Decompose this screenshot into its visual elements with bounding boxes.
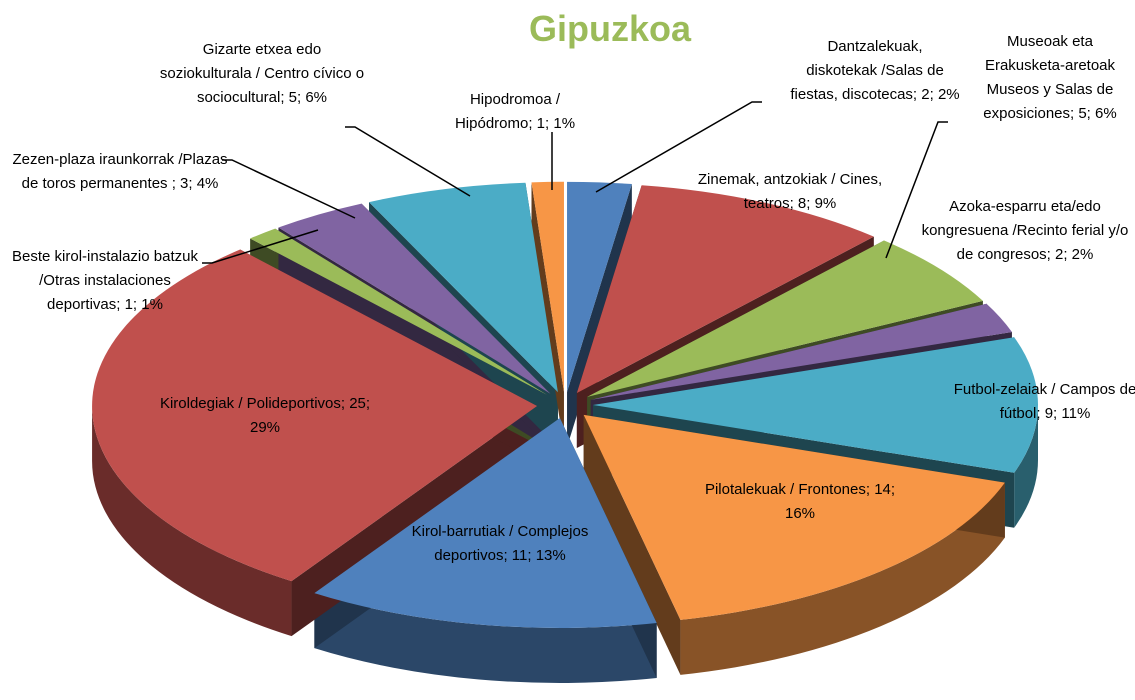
slice xyxy=(314,417,657,628)
slice-side xyxy=(680,482,1005,675)
slice xyxy=(278,203,551,394)
slice-tops xyxy=(92,181,1038,628)
slice-label: Beste kirol-instalazio batzuk /Otras ins… xyxy=(12,248,198,313)
slice xyxy=(92,249,538,582)
slice-label: Zinemak, antzokiak / Cines, teatros; 8; … xyxy=(697,171,883,212)
slice xyxy=(587,240,983,397)
chart-title: Gipuzkoa xyxy=(528,8,692,49)
slice xyxy=(593,337,1038,473)
slice xyxy=(590,303,1012,400)
slice-label: Zezen-plaza iraunkorrak /Plazas de toros… xyxy=(12,151,228,192)
leader-lines xyxy=(202,101,948,264)
slice xyxy=(583,414,1005,620)
slice xyxy=(576,185,874,394)
leader-line xyxy=(595,101,762,193)
leader-line xyxy=(345,126,471,197)
slice xyxy=(531,181,564,392)
leader-line xyxy=(222,159,356,219)
slice-label: Dantzalekuak, diskotekak /Salas de fiest… xyxy=(790,38,960,103)
slice xyxy=(369,182,558,393)
slice-label: Gizarte etxea edo soziokulturala / Centr… xyxy=(159,41,365,106)
leader-line xyxy=(202,229,319,264)
slice-label: Kiroldegiak / Polideportivos; 25; 29% xyxy=(159,395,371,436)
slice-label: Museoak eta Erakusketa-aretoak Museos y … xyxy=(983,33,1117,122)
slice xyxy=(250,228,548,395)
slice-label: Hipodromoa / Hipódromo; 1; 1% xyxy=(454,91,576,132)
slice xyxy=(567,181,632,392)
slice-label: Futbol-zelaiak / Campos de fútbol; 9; 11… xyxy=(953,381,1135,422)
leader-line xyxy=(885,121,948,259)
slice-side xyxy=(1014,405,1038,528)
slice-label: Azoka-esparru eta/edo kongresuena /Recin… xyxy=(921,198,1129,263)
slice-wall xyxy=(583,414,681,675)
slice-label: Pilotalekuak / Frontones; 14; 16% xyxy=(704,481,896,522)
slice-side xyxy=(92,405,292,637)
slice-side xyxy=(314,593,657,683)
slice-label: Kirol-barrutiak / Complejos deportivos; … xyxy=(411,523,589,564)
